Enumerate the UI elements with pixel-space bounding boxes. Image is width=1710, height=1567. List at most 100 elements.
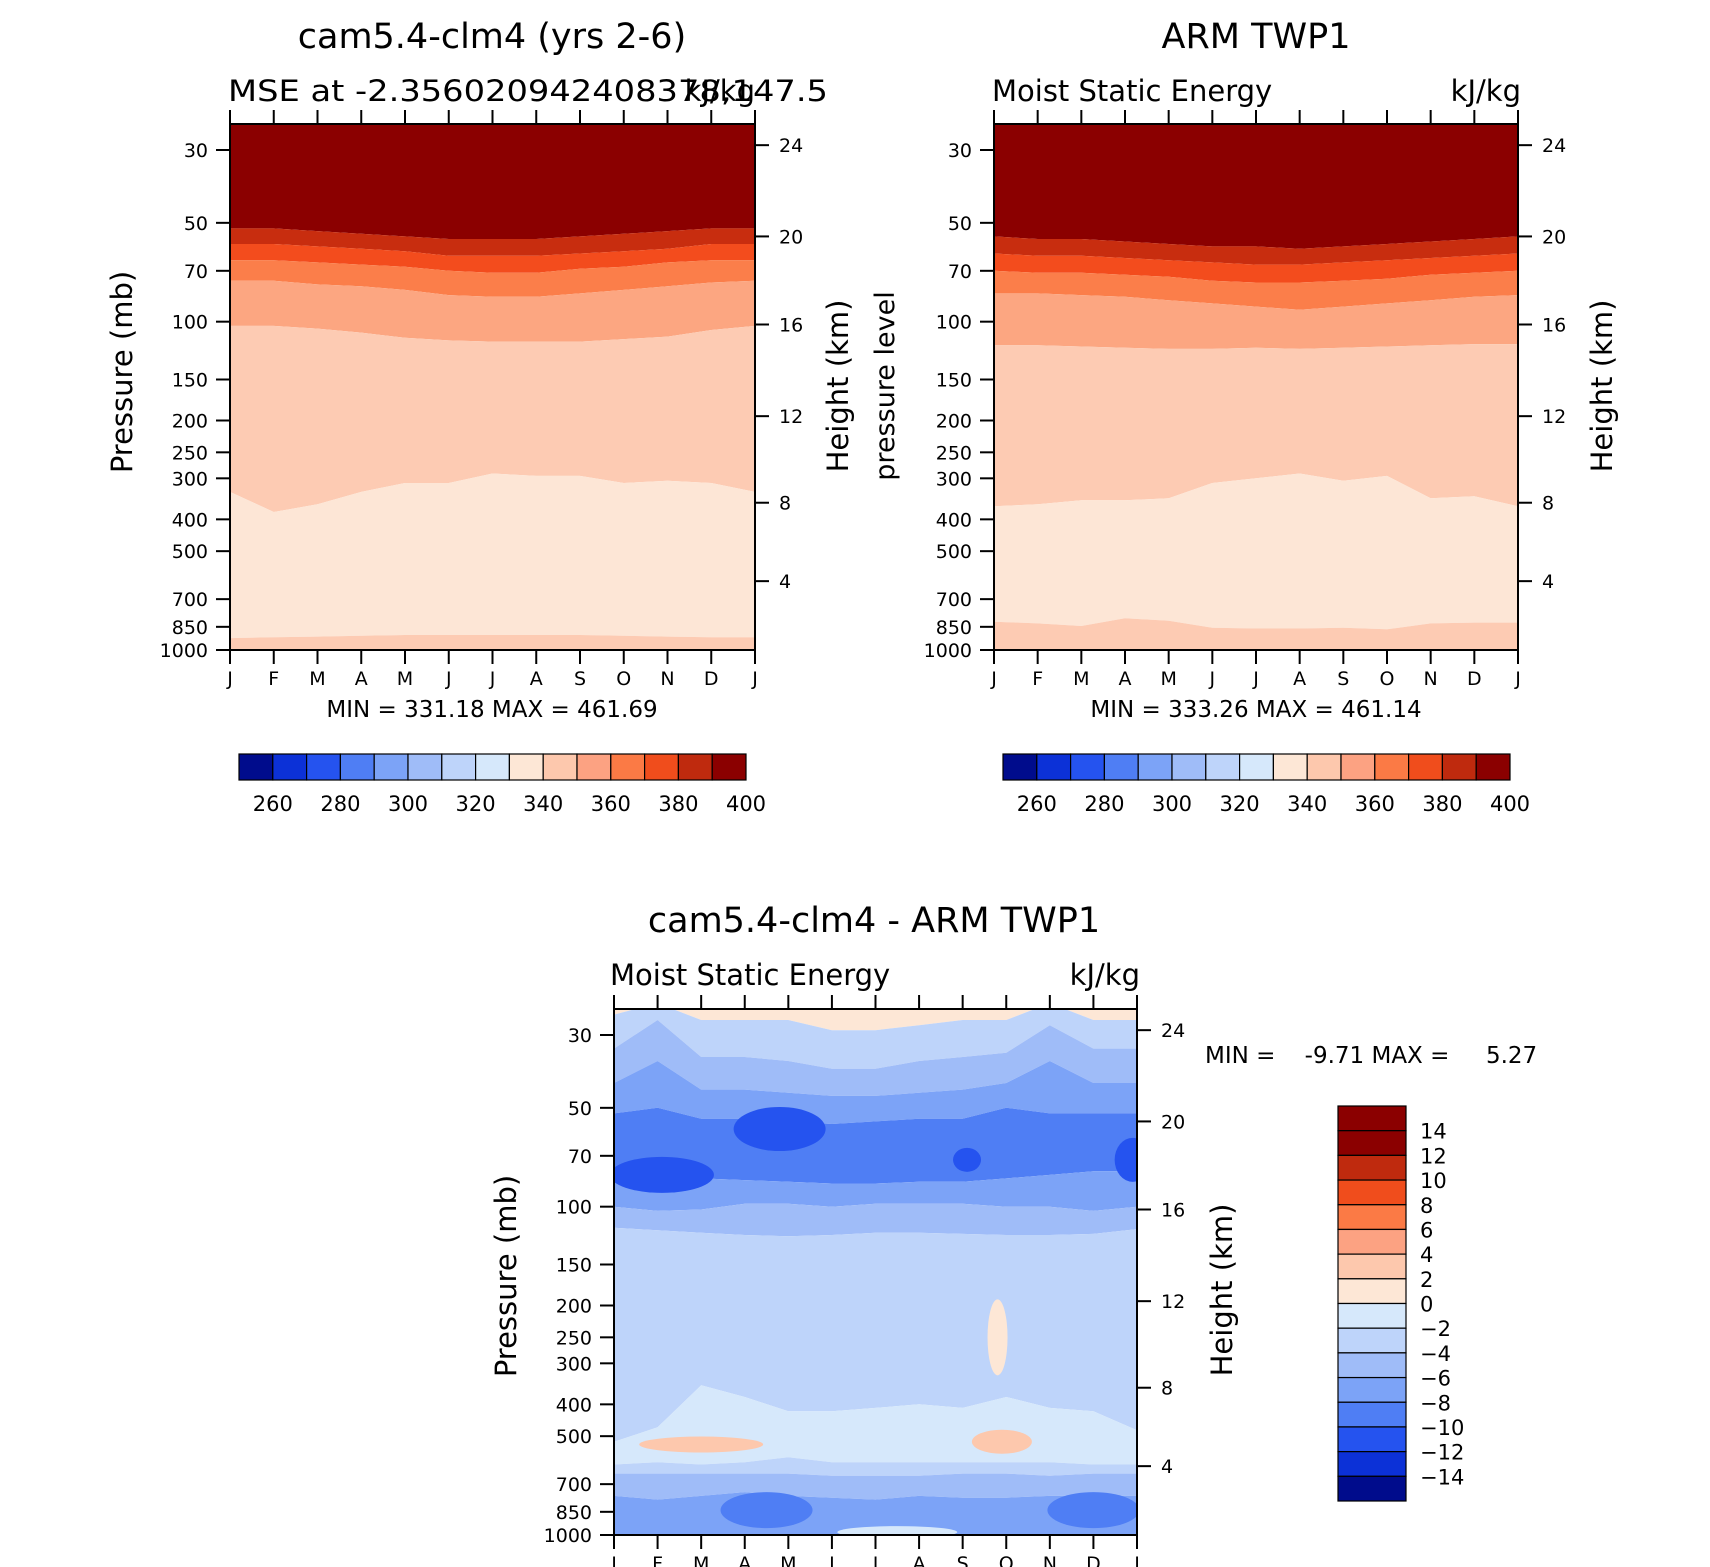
contour-blob — [1047, 1492, 1137, 1529]
contour-blob — [837, 1526, 958, 1535]
y-axis-label: Pressure (mb) — [489, 1175, 523, 1377]
colorbar-box — [1272, 753, 1308, 781]
x-tick-label: M — [397, 668, 413, 690]
y-tick-label: 700 — [556, 1474, 592, 1496]
y-tick-label: 200 — [172, 411, 208, 433]
colorbar-box — [1374, 753, 1410, 781]
contour-band — [614, 1009, 1137, 1069]
colorbar-box — [1337, 1130, 1407, 1156]
panel-difference: cam5.4-clm4 - ARM TWP1 Moist Static Ener… — [489, 901, 1537, 1567]
contour-band — [614, 1020, 1137, 1096]
colorbar-box — [1002, 753, 1038, 781]
stats-text: MIN = 333.26 MAX = 461.14 — [1090, 697, 1421, 723]
colorbar-label: 280 — [1084, 792, 1124, 816]
colorbar-label: 8 — [1420, 1194, 1433, 1218]
contour-band — [230, 473, 755, 639]
colorbar-box — [1337, 1105, 1407, 1132]
x-tick-label: O — [1380, 668, 1395, 690]
y-tick-label: 500 — [172, 541, 208, 563]
height-tick-label: 20 — [1161, 1111, 1185, 1133]
colorbar-box — [1337, 1475, 1407, 1502]
x-tick-label: F — [1032, 668, 1043, 690]
x-tick-label: D — [1086, 1553, 1101, 1567]
x-tick-label: A — [355, 668, 368, 690]
colorbar-box — [1337, 1352, 1407, 1379]
y-axis-label-right: Height (km) — [1585, 300, 1619, 473]
colorbar-box — [1407, 753, 1443, 781]
colorbar-box — [1337, 1426, 1407, 1453]
y-tick-label: 850 — [936, 617, 972, 639]
y-tick-label: 150 — [936, 369, 972, 391]
x-tick-label: M — [780, 1553, 796, 1567]
x-tick-label: S — [574, 668, 586, 690]
x-tick-label: M — [1073, 668, 1089, 690]
colorbar-label: 10 — [1420, 1169, 1447, 1193]
x-tick-label: D — [704, 668, 719, 690]
height-tick-label: 4 — [1542, 571, 1554, 593]
x-tick-label: A — [738, 1553, 751, 1567]
colorbar-label: 300 — [1152, 792, 1192, 816]
panel-title: cam5.4-clm4 - ARM TWP1 — [648, 901, 1100, 941]
colorbar-box — [1337, 1228, 1407, 1255]
x-tick-label: J — [1209, 668, 1216, 690]
colorbar-label: −8 — [1420, 1391, 1451, 1415]
y-axis-label: Pressure (mb) — [105, 271, 139, 473]
colorbar-label: 6 — [1420, 1218, 1433, 1242]
contour-blob — [733, 1106, 826, 1151]
colorbar-box — [1337, 1179, 1407, 1206]
colorbar-label: 400 — [726, 792, 766, 816]
x-tick-label: D — [1467, 668, 1482, 690]
contour-plot: J F M A M J J A S O N D J 30 50 70 100 150 200 250 300 400 500… — [544, 995, 1185, 1567]
colorbar-box — [1337, 1376, 1407, 1403]
y-tick-label: 250 — [172, 442, 208, 464]
x-tick-label: J — [489, 668, 496, 690]
colorbar-label: −12 — [1420, 1441, 1464, 1465]
colorbar-box — [1340, 753, 1376, 781]
contour-plot: J F M A M J J A S O N D J 30 50 70 100 150 200 250 300 400 500… — [924, 110, 1566, 690]
colorbar-box — [643, 753, 679, 781]
panel-subtitle-left: Moist Static Energy — [992, 74, 1272, 108]
colorbar-box — [711, 753, 747, 781]
height-tick-label: 20 — [779, 226, 803, 248]
contour-band — [994, 344, 1518, 507]
x-tick-label: J — [751, 668, 758, 690]
y-tick-label: 150 — [556, 1254, 592, 1276]
y-tick-label: 250 — [936, 442, 972, 464]
colorbar-box — [1337, 1401, 1407, 1428]
panel-subtitle-right: kJ/kg — [685, 74, 755, 108]
panel-subtitle-right: kJ/kg — [1451, 74, 1521, 108]
y-tick-label: 400 — [936, 509, 972, 531]
x-tick-label: J — [1133, 1553, 1140, 1567]
colorbar: 260 280 300 320 340 360 380 400 — [238, 753, 766, 816]
colorbar-box — [1069, 753, 1105, 781]
colorbar-label: 380 — [658, 792, 698, 816]
contour-band — [230, 325, 755, 512]
contour-band — [614, 1171, 1137, 1211]
contour-band — [614, 1473, 1137, 1500]
x-tick-label: N — [660, 668, 674, 690]
contour-blob — [987, 1299, 1008, 1376]
colorbar-label: 400 — [1490, 792, 1530, 816]
x-tick-label: J — [990, 668, 997, 690]
height-tick-label: 12 — [1542, 406, 1566, 428]
panel-subtitle-right: kJ/kg — [1070, 958, 1140, 992]
colorbar-box — [1337, 1154, 1407, 1181]
contour-band — [994, 618, 1518, 650]
colorbar-label: −14 — [1420, 1465, 1464, 1489]
height-tick-label: 12 — [779, 406, 803, 428]
x-tick-label: J — [1514, 668, 1521, 690]
colorbar-label: 360 — [1355, 792, 1395, 816]
colorbar-box — [576, 753, 612, 781]
colorbar-label: 380 — [1422, 792, 1462, 816]
colorbar-label: 340 — [523, 792, 563, 816]
colorbar-box — [1205, 753, 1241, 781]
colorbar-label: 4 — [1420, 1243, 1433, 1267]
contour-band — [994, 293, 1518, 349]
panel-subtitle-left: MSE at -2.356020942408378,147.5 — [228, 74, 828, 108]
contour-blob — [639, 1436, 764, 1453]
height-tick-label: 12 — [1161, 1291, 1185, 1313]
colorbar-box — [610, 753, 646, 781]
contour-blob — [953, 1147, 982, 1172]
y-axis-label: pressure level — [870, 291, 901, 480]
y-tick-label: 500 — [556, 1426, 592, 1448]
